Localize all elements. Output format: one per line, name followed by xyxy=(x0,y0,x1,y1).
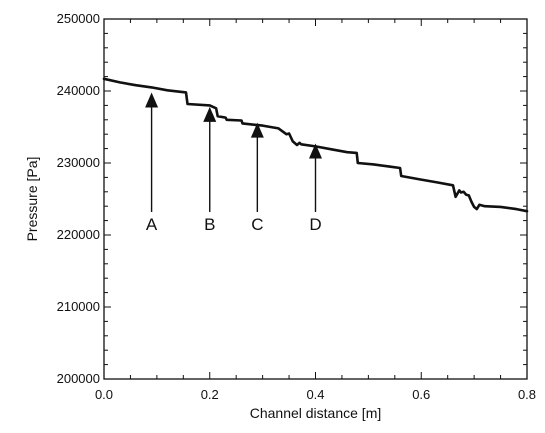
pressure-series-line xyxy=(102,77,529,213)
annotation-arrow-head xyxy=(203,106,217,122)
annotation-label: C xyxy=(251,215,263,234)
series-layer xyxy=(102,77,529,213)
axis-ticks xyxy=(103,18,528,380)
annotation-arrow-head xyxy=(309,143,322,159)
x-tick-label: 0.0 xyxy=(95,387,113,402)
annotation-layer: A B C D xyxy=(145,92,322,234)
y-axis-title: Pressure [Pa] xyxy=(24,157,40,242)
annotation-label: D xyxy=(309,215,321,234)
x-tick-label: 0.6 xyxy=(412,387,430,402)
x-axis-title: Channel distance [m] xyxy=(250,405,382,421)
y-tick-label: 220000 xyxy=(57,227,100,242)
y-tick-label: 230000 xyxy=(57,155,100,170)
y-tick-label: 210000 xyxy=(57,299,100,314)
x-tick-label: 0.2 xyxy=(201,387,219,402)
annotation-label: A xyxy=(146,215,158,234)
y-tick-label: 240000 xyxy=(57,83,100,98)
annotation-arrow-head xyxy=(250,122,264,138)
x-tick-label: 0.8 xyxy=(518,387,536,402)
x-tick-label: 0.4 xyxy=(306,387,324,402)
tick-labels: 0.0 0.2 0.4 0.6 0.8 200000 210000 220000 230000 2… xyxy=(57,11,536,402)
y-tick-label: 250000 xyxy=(57,11,100,26)
annotation-label: B xyxy=(204,215,215,234)
y-tick-label: 200000 xyxy=(57,371,100,386)
annotation-arrow-head xyxy=(145,92,159,108)
